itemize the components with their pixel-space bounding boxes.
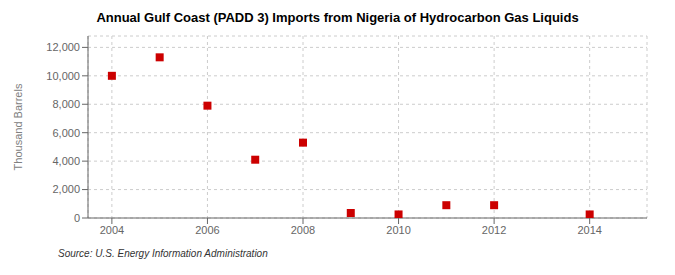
html-text:Annual Gulf Coast (PADD 3) Imp: Annual Gulf Coast (PADD 3) Imports from … bbox=[96, 10, 579, 25]
svg-text:12,000: 12,000 bbox=[46, 41, 80, 53]
svg-text:2,000: 2,000 bbox=[52, 183, 80, 195]
svg-text:2006: 2006 bbox=[195, 224, 219, 236]
svg-text:4,000: 4,000 bbox=[52, 155, 80, 167]
svg-text:Thousand Barrels: Thousand Barrels bbox=[12, 83, 24, 170]
svg-text:2014: 2014 bbox=[577, 224, 601, 236]
svg-text:6,000: 6,000 bbox=[52, 127, 80, 139]
svg-text:2012: 2012 bbox=[482, 224, 506, 236]
svg-text:2008: 2008 bbox=[291, 224, 315, 236]
html-text:Source: U.S. Energy Informatio: Source: U.S. Energy Information Administ… bbox=[58, 248, 268, 259]
svg-text:0: 0 bbox=[74, 212, 80, 224]
svg-text:2010: 2010 bbox=[386, 224, 410, 236]
svg-text:8,000: 8,000 bbox=[52, 98, 80, 110]
svg-text:10,000: 10,000 bbox=[46, 70, 80, 82]
svg-text:2004: 2004 bbox=[100, 224, 124, 236]
